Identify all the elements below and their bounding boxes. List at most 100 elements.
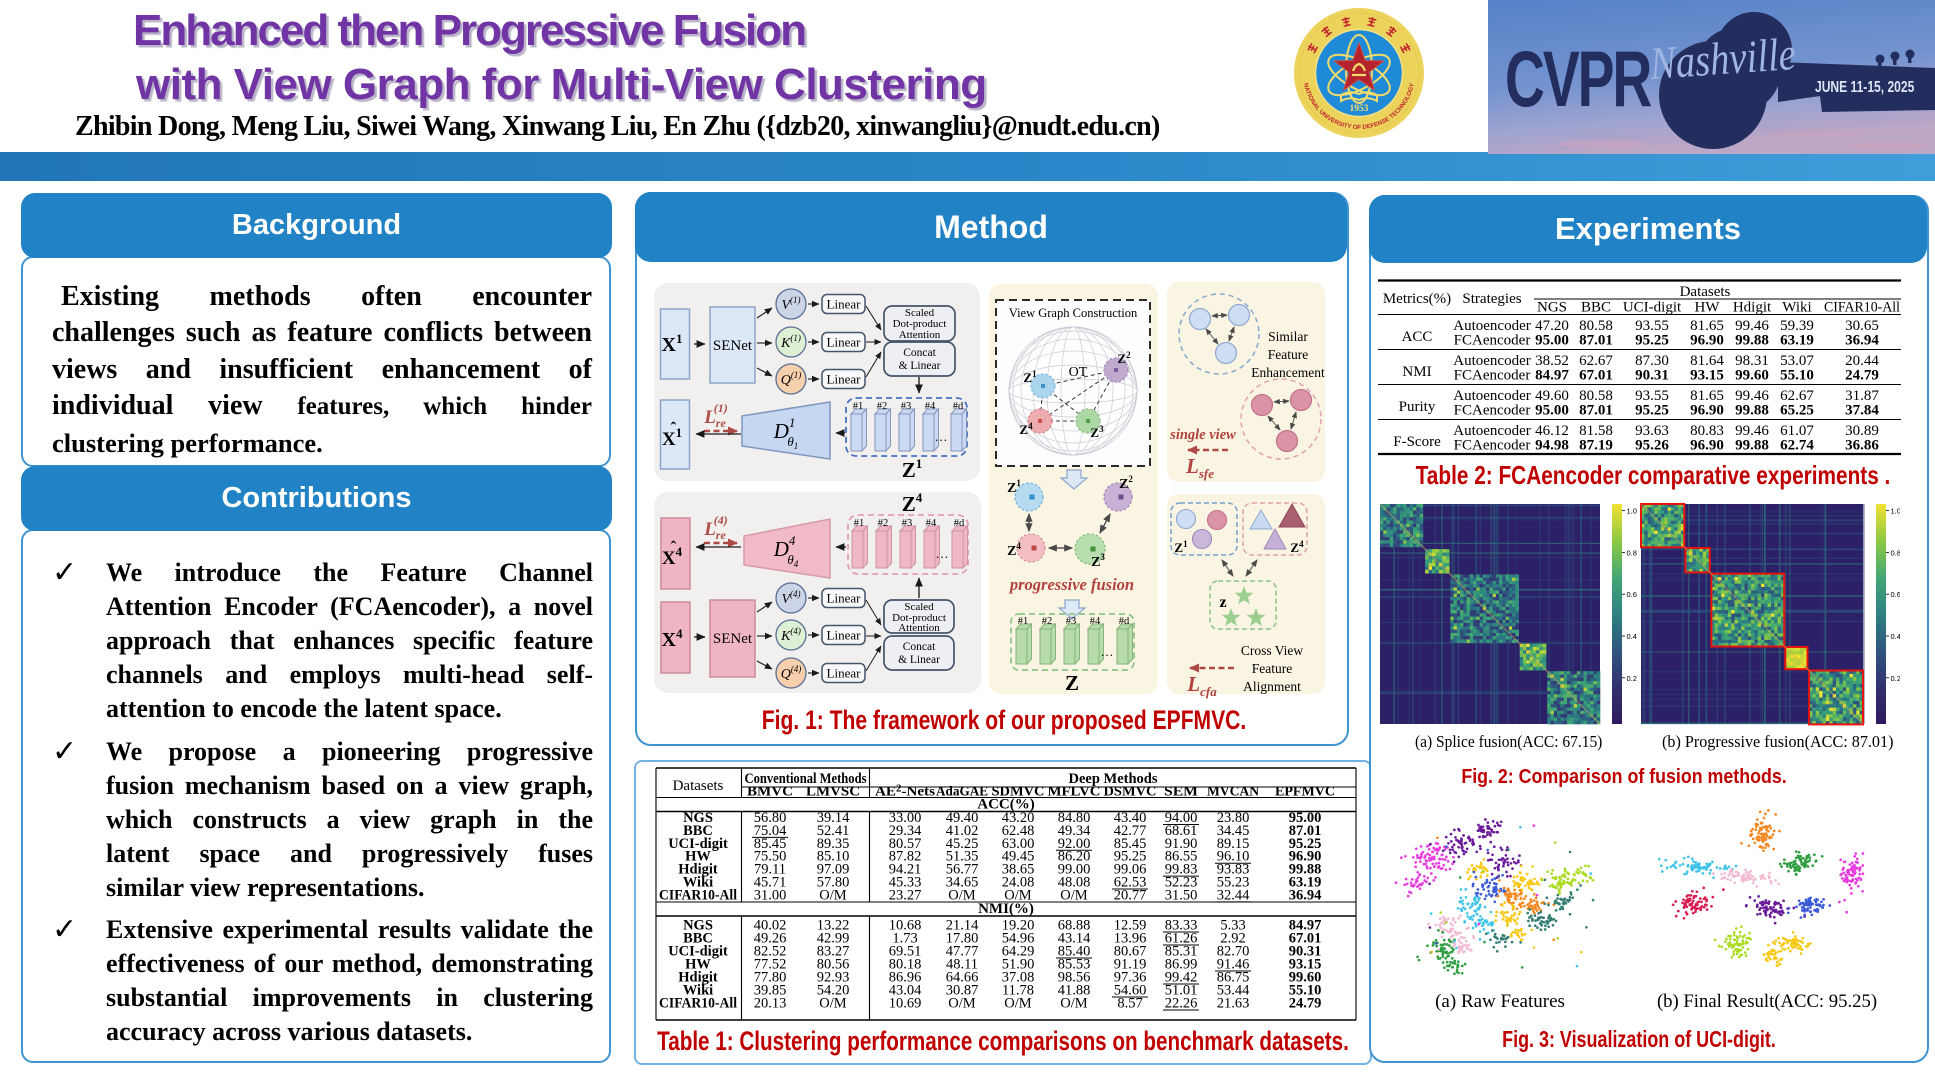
svg-text:98.56: 98.56 — [1058, 970, 1091, 986]
svg-text:99.88: 99.88 — [1289, 862, 1322, 878]
svg-text:& Linear: & Linear — [899, 360, 941, 372]
svg-text:80.18: 80.18 — [889, 957, 922, 973]
svg-text:47.77: 47.77 — [946, 944, 979, 960]
svg-text:EPFMVC: EPFMVC — [1275, 785, 1335, 800]
svg-text:80.57: 80.57 — [889, 836, 922, 852]
svg-text:62.67: 62.67 — [1780, 388, 1814, 404]
svg-text:#4: #4 — [1090, 616, 1101, 627]
svg-text:Similar: Similar — [1268, 329, 1308, 344]
svg-text:85.45: 85.45 — [754, 836, 787, 852]
svg-text:43.40: 43.40 — [1114, 810, 1147, 826]
svg-text:52.23: 52.23 — [1165, 875, 1198, 891]
svg-text:Attention: Attention — [899, 329, 941, 341]
svg-text:43.04: 43.04 — [889, 983, 922, 999]
svg-text:87.82: 87.82 — [889, 849, 922, 865]
svg-text:CIFAR10-All: CIFAR10-All — [659, 887, 737, 903]
svg-text:20.44: 20.44 — [1845, 353, 1879, 369]
svg-text:Dot-product: Dot-product — [892, 612, 946, 624]
svg-text:46.12: 46.12 — [1535, 423, 1569, 439]
svg-text:Datasets: Datasets — [673, 778, 724, 794]
svg-text:z: z — [1219, 594, 1226, 611]
svg-text:97.09: 97.09 — [817, 862, 850, 878]
svg-text:23.27: 23.27 — [889, 887, 922, 903]
svg-text:MFLVC: MFLVC — [1048, 785, 1101, 800]
svg-text:99.42: 99.42 — [1165, 970, 1198, 986]
svg-text:Hdigit: Hdigit — [678, 970, 718, 986]
svg-text:Hdigit: Hdigit — [1733, 300, 1772, 316]
svg-text:80.56: 80.56 — [817, 957, 850, 973]
svg-text:94.00: 94.00 — [1165, 810, 1198, 826]
svg-text:80.83: 80.83 — [1690, 423, 1724, 439]
svg-text:84.97: 84.97 — [1535, 368, 1569, 384]
svg-text:Z: Z — [1065, 671, 1079, 695]
svg-text:1.73: 1.73 — [892, 931, 917, 947]
svg-text:0.2: 0.2 — [1627, 674, 1637, 683]
svg-text:86.75: 86.75 — [1217, 970, 1250, 986]
svg-text:48.11: 48.11 — [946, 957, 978, 973]
svg-text:10.68: 10.68 — [889, 918, 922, 934]
svg-text:0.4: 0.4 — [1891, 632, 1901, 641]
svg-text:BBC: BBC — [683, 823, 713, 839]
svg-text:51.35: 51.35 — [946, 849, 979, 865]
svg-text:#4: #4 — [925, 401, 936, 412]
svg-text:13.22: 13.22 — [817, 918, 850, 934]
svg-text:83.27: 83.27 — [817, 944, 850, 960]
svg-text:95.25: 95.25 — [1114, 849, 1147, 865]
svg-text:33.00: 33.00 — [889, 810, 922, 826]
svg-text:SENet: SENet — [713, 631, 753, 647]
svg-text:UCI-digit: UCI-digit — [668, 836, 728, 852]
svg-text:93.55: 93.55 — [1635, 318, 1669, 334]
svg-text:ˆ: ˆ — [671, 419, 677, 438]
svg-text:Autoencoder: Autoencoder — [1453, 423, 1530, 439]
svg-text:1.0: 1.0 — [1891, 507, 1901, 516]
svg-text:36.94: 36.94 — [1289, 887, 1322, 903]
svg-text:92.00: 92.00 — [1058, 836, 1091, 852]
svg-text:55.23: 55.23 — [1217, 875, 1250, 891]
svg-text:0.4: 0.4 — [1627, 632, 1637, 641]
svg-text:…: … — [1101, 644, 1114, 659]
svg-text:NGS: NGS — [683, 918, 713, 934]
svg-text:52.41: 52.41 — [817, 823, 850, 839]
svg-text:94.98: 94.98 — [1535, 438, 1569, 454]
svg-text:95.25: 95.25 — [1635, 333, 1669, 349]
svg-text:O/M: O/M — [819, 996, 847, 1012]
svg-text:Concat: Concat — [903, 347, 936, 359]
svg-text:48.08: 48.08 — [1058, 875, 1091, 891]
svg-text:94.21: 94.21 — [889, 862, 922, 878]
svg-text:Autoencoder: Autoencoder — [1453, 388, 1530, 404]
svg-text:85.53: 85.53 — [1058, 957, 1091, 973]
svg-text:77.80: 77.80 — [754, 970, 787, 986]
svg-text:49.26: 49.26 — [754, 931, 787, 947]
svg-text:95.26: 95.26 — [1635, 438, 1669, 454]
svg-text:96.90: 96.90 — [1289, 849, 1322, 865]
svg-text:63.00: 63.00 — [1002, 836, 1035, 852]
svg-text:8.57: 8.57 — [1117, 996, 1142, 1012]
svg-text:84.80: 84.80 — [1058, 810, 1091, 826]
svg-text:Wiki: Wiki — [683, 983, 713, 999]
svg-text:93.55: 93.55 — [1635, 388, 1669, 404]
svg-text:0.6: 0.6 — [1891, 590, 1901, 599]
svg-text:68.88: 68.88 — [1058, 918, 1091, 934]
svg-text:75.04: 75.04 — [754, 823, 787, 839]
svg-text:95.00: 95.00 — [1535, 333, 1569, 349]
svg-text:#3: #3 — [902, 518, 913, 529]
svg-text:87.01: 87.01 — [1579, 403, 1613, 419]
svg-text:87.01: 87.01 — [1289, 823, 1322, 839]
svg-text:53.44: 53.44 — [1217, 983, 1250, 999]
svg-text:UCI-digit: UCI-digit — [1623, 300, 1682, 316]
svg-text:86.99: 86.99 — [1165, 957, 1198, 973]
svg-text:54.60: 54.60 — [1114, 983, 1147, 999]
svg-text:54.20: 54.20 — [817, 983, 850, 999]
svg-text:63.19: 63.19 — [1289, 875, 1322, 891]
svg-text:59.39: 59.39 — [1780, 318, 1814, 334]
svg-text:Linear: Linear — [827, 297, 862, 312]
svg-text:91.90: 91.90 — [1165, 836, 1198, 852]
svg-text:Scaled: Scaled — [905, 307, 935, 319]
svg-text:24.79: 24.79 — [1289, 996, 1322, 1012]
svg-text:Feature: Feature — [1252, 661, 1292, 676]
svg-text:37.08: 37.08 — [1002, 970, 1035, 986]
svg-text:99.60: 99.60 — [1735, 368, 1769, 384]
svg-text:29.34: 29.34 — [889, 823, 922, 839]
svg-text:85.31: 85.31 — [1165, 944, 1198, 960]
svg-text:80.67: 80.67 — [1114, 944, 1147, 960]
